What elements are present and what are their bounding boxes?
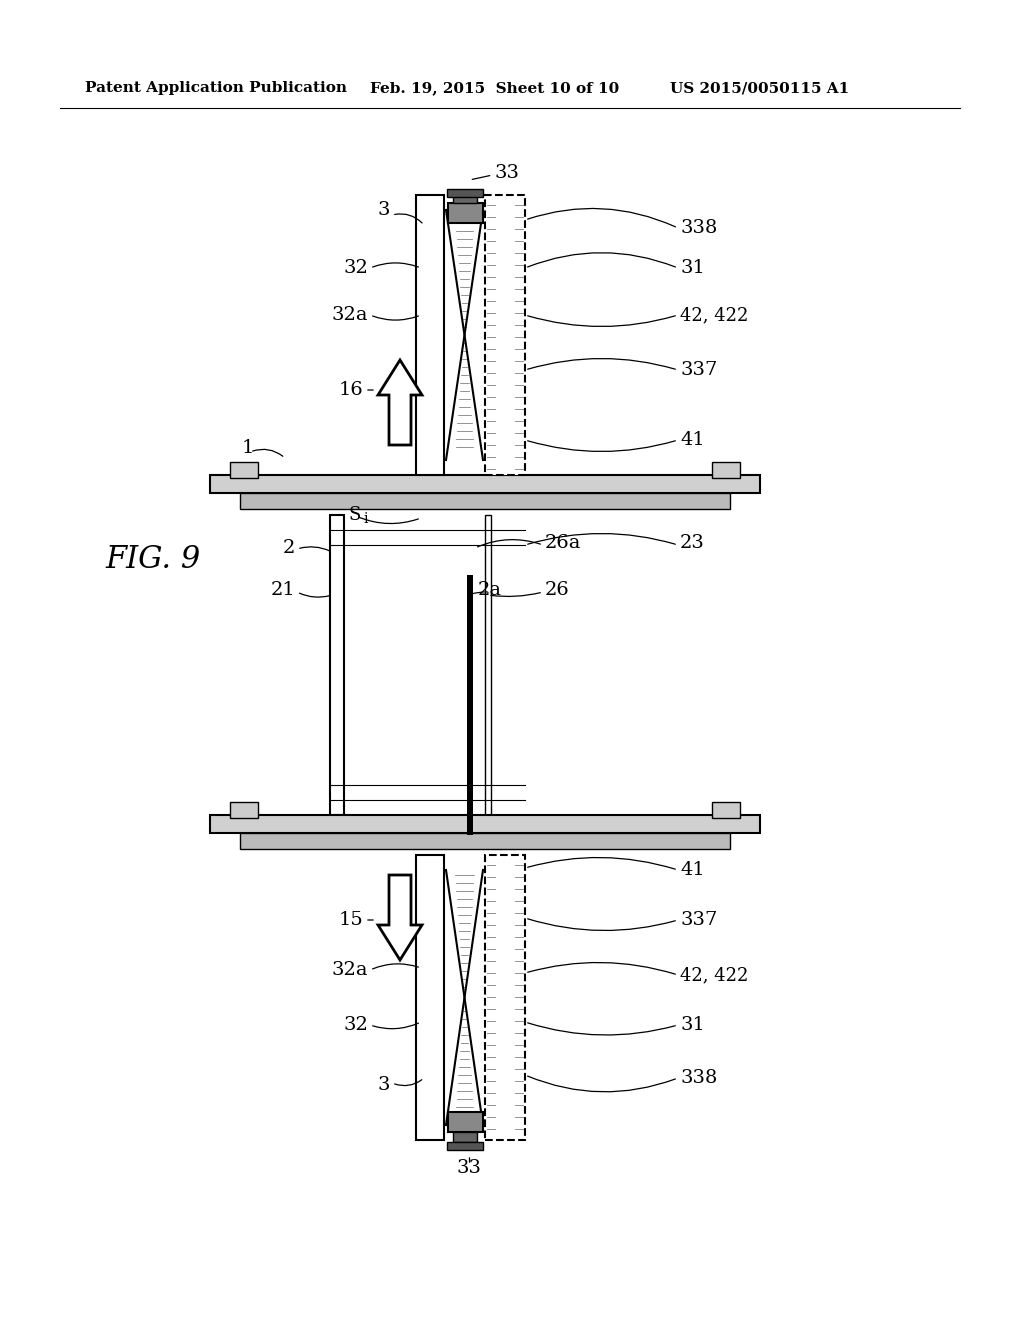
Text: 33: 33 bbox=[457, 1159, 482, 1177]
Text: FIG. 9: FIG. 9 bbox=[105, 544, 201, 576]
Text: 23: 23 bbox=[680, 535, 705, 552]
Text: 32a: 32a bbox=[332, 961, 368, 979]
Bar bbox=[240, 833, 730, 849]
Text: 21: 21 bbox=[270, 581, 295, 599]
Bar bbox=[485, 515, 490, 814]
Text: i: i bbox=[362, 512, 368, 525]
Bar bbox=[416, 855, 444, 1140]
Text: 338: 338 bbox=[680, 219, 718, 238]
Text: 26: 26 bbox=[545, 581, 569, 599]
Text: 337: 337 bbox=[680, 360, 718, 379]
Bar bbox=[453, 193, 476, 203]
Bar bbox=[447, 203, 482, 223]
Text: 337: 337 bbox=[680, 911, 718, 929]
Text: 33: 33 bbox=[495, 164, 519, 182]
Bar bbox=[210, 814, 760, 833]
Text: 15: 15 bbox=[338, 911, 362, 929]
Bar bbox=[485, 195, 525, 475]
Bar bbox=[330, 515, 344, 814]
Text: US 2015/0050115 A1: US 2015/0050115 A1 bbox=[670, 81, 849, 95]
Bar bbox=[447, 1111, 482, 1133]
Text: 3: 3 bbox=[378, 1076, 390, 1094]
Text: 41: 41 bbox=[680, 861, 705, 879]
Text: 2: 2 bbox=[283, 539, 295, 557]
Bar bbox=[240, 492, 730, 510]
Text: 1: 1 bbox=[242, 440, 254, 457]
Bar bbox=[210, 475, 760, 492]
Text: 3: 3 bbox=[378, 201, 390, 219]
Text: 41: 41 bbox=[680, 432, 705, 449]
Text: S: S bbox=[349, 506, 361, 524]
Text: 16: 16 bbox=[338, 381, 362, 399]
Polygon shape bbox=[378, 360, 422, 445]
Text: 32: 32 bbox=[343, 259, 368, 277]
Text: 32: 32 bbox=[343, 1016, 368, 1034]
Bar bbox=[467, 576, 473, 836]
Text: 31: 31 bbox=[680, 259, 705, 277]
Text: 42, 422: 42, 422 bbox=[680, 306, 749, 323]
Bar bbox=[230, 462, 258, 478]
Bar bbox=[446, 189, 482, 197]
Bar bbox=[230, 803, 258, 818]
Text: 26a: 26a bbox=[545, 535, 582, 552]
Text: 31: 31 bbox=[680, 1016, 705, 1034]
Bar bbox=[712, 462, 740, 478]
Text: Feb. 19, 2015  Sheet 10 of 10: Feb. 19, 2015 Sheet 10 of 10 bbox=[370, 81, 620, 95]
Text: 2a: 2a bbox=[478, 581, 502, 599]
Text: Patent Application Publication: Patent Application Publication bbox=[85, 81, 347, 95]
Bar bbox=[485, 855, 525, 1140]
Polygon shape bbox=[378, 875, 422, 960]
Text: 42, 422: 42, 422 bbox=[680, 966, 749, 983]
Text: 32a: 32a bbox=[332, 306, 368, 323]
Bar bbox=[453, 1133, 476, 1142]
Bar bbox=[446, 1142, 482, 1150]
Bar bbox=[416, 195, 444, 475]
Text: 338: 338 bbox=[680, 1069, 718, 1086]
Bar bbox=[712, 803, 740, 818]
